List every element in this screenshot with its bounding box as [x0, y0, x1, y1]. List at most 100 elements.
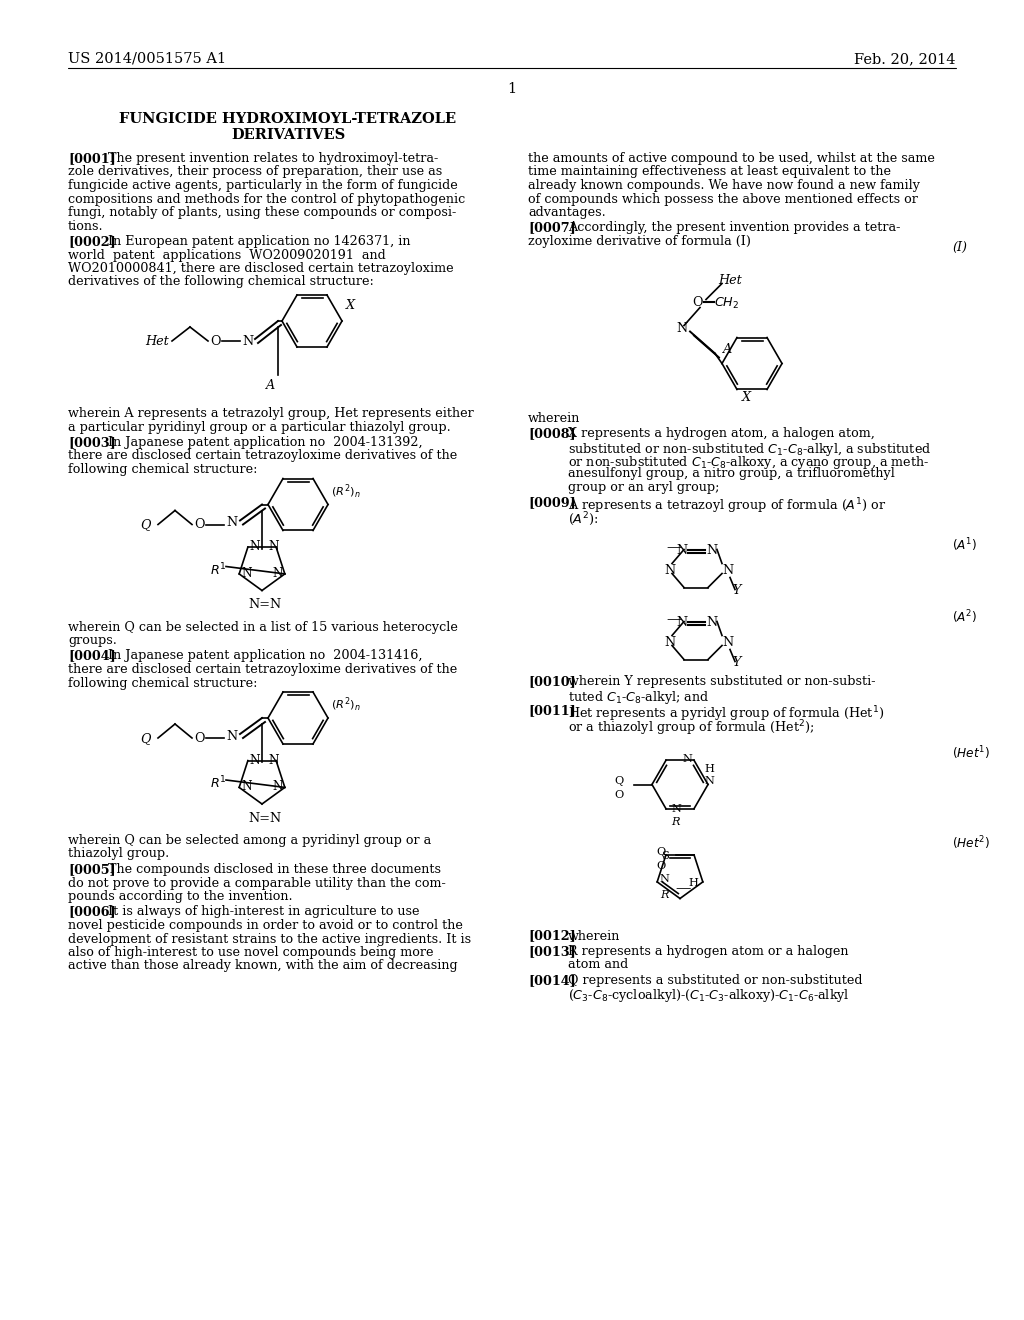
Text: active than those already known, with the aim of decreasing: active than those already known, with th… — [68, 960, 458, 973]
Text: O: O — [614, 791, 624, 800]
Text: In European patent application no 1426371, in: In European patent application no 142637… — [108, 235, 411, 248]
Text: [0003]: [0003] — [68, 436, 116, 449]
Text: X: X — [346, 300, 355, 312]
Text: [0008]: [0008] — [528, 426, 575, 440]
Text: time maintaining effectiveness at least equivalent to the: time maintaining effectiveness at least … — [528, 165, 891, 178]
Text: or a thiazolyl group of formula (Het$^2$);: or a thiazolyl group of formula (Het$^2$… — [568, 718, 814, 738]
Text: a particular pyridinyl group or a particular thiazolyl group.: a particular pyridinyl group or a partic… — [68, 421, 451, 433]
Text: $R^1$: $R^1$ — [210, 561, 226, 578]
Text: S: S — [662, 851, 670, 861]
Text: $CH_2$: $CH_2$ — [714, 296, 739, 310]
Text: $(Het^2)$: $(Het^2)$ — [952, 834, 990, 853]
Text: group or an aryl group;: group or an aryl group; — [568, 480, 720, 494]
Text: zole derivatives, their process of preparation, their use as: zole derivatives, their process of prepa… — [68, 165, 442, 178]
Text: there are disclosed certain tetrazoyloxime derivatives of the: there are disclosed certain tetrazoyloxi… — [68, 663, 458, 676]
Text: wherein Q can be selected in a list of 15 various heterocycle: wherein Q can be selected in a list of 1… — [68, 620, 458, 634]
Text: N: N — [242, 780, 252, 793]
Text: R: R — [660, 890, 669, 900]
Text: DERIVATIVES: DERIVATIVES — [230, 128, 345, 143]
Text: —: — — [666, 540, 681, 557]
Text: N: N — [722, 635, 733, 648]
Text: R represents a hydrogen atom or a halogen: R represents a hydrogen atom or a haloge… — [568, 945, 849, 958]
Text: $(A^2)$: $(A^2)$ — [952, 609, 977, 626]
Text: N: N — [664, 564, 675, 577]
Text: N: N — [659, 874, 669, 884]
Text: —: — — [675, 880, 690, 898]
Text: N: N — [250, 754, 260, 767]
Text: N: N — [272, 566, 284, 579]
Text: N: N — [268, 540, 279, 553]
Text: Q: Q — [614, 776, 624, 787]
Text: $(A^1)$: $(A^1)$ — [952, 536, 977, 554]
Text: world  patent  applications  WO2009020191  and: world patent applications WO2009020191 a… — [68, 248, 386, 261]
Text: N: N — [676, 544, 687, 557]
Text: there are disclosed certain tetrazoyloxime derivatives of the: there are disclosed certain tetrazoyloxi… — [68, 450, 458, 462]
Text: of compounds which possess the above mentioned effects or: of compounds which possess the above men… — [528, 193, 918, 206]
Text: do not prove to provide a comparable utility than the com-: do not prove to provide a comparable uti… — [68, 876, 445, 890]
Text: N: N — [706, 615, 717, 628]
Text: N: N — [706, 544, 717, 557]
Text: Het represents a pyridyl group of formula (Het$^1$): Het represents a pyridyl group of formul… — [568, 705, 885, 725]
Text: fungicide active agents, particularly in the form of fungicide: fungicide active agents, particularly in… — [68, 180, 458, 191]
Text: derivatives of the following chemical structure:: derivatives of the following chemical st… — [68, 276, 374, 289]
Text: groups.: groups. — [68, 634, 117, 647]
Text: atom and: atom and — [568, 958, 629, 972]
Text: N=N: N=N — [248, 598, 282, 611]
Text: wherein: wherein — [568, 929, 621, 942]
Text: zoyloxime derivative of formula (I): zoyloxime derivative of formula (I) — [528, 235, 751, 248]
Text: Q: Q — [140, 733, 151, 744]
Text: Het: Het — [145, 335, 169, 348]
Text: pounds according to the invention.: pounds according to the invention. — [68, 890, 293, 903]
Text: or non-substituted $C_1$-$C_8$-alkoxy, a cyano group, a meth-: or non-substituted $C_1$-$C_8$-alkoxy, a… — [568, 454, 930, 471]
Text: N: N — [226, 730, 238, 743]
Text: X: X — [742, 392, 752, 404]
Text: Het: Het — [718, 273, 741, 286]
Text: anesulfonyl group, a nitro group, a trifluoromethyl: anesulfonyl group, a nitro group, a trif… — [568, 467, 895, 480]
Text: Q: Q — [140, 519, 151, 532]
Text: substituted or non-substituted $C_1$-$C_8$-alkyl, a substituted: substituted or non-substituted $C_1$-$C_… — [568, 441, 931, 458]
Text: [0013]: [0013] — [528, 945, 575, 958]
Text: [0014]: [0014] — [528, 974, 575, 987]
Text: H: H — [689, 878, 698, 888]
Text: N: N — [682, 754, 692, 764]
Text: advantages.: advantages. — [528, 206, 606, 219]
Text: N: N — [676, 322, 687, 334]
Text: —: — — [666, 611, 681, 628]
Text: tions.: tions. — [68, 219, 103, 232]
Text: compositions and methods for the control of phytopathogenic: compositions and methods for the control… — [68, 193, 465, 206]
Text: Y: Y — [732, 656, 740, 668]
Text: following chemical structure:: following chemical structure: — [68, 676, 257, 689]
Text: Q represents a substituted or non-substituted: Q represents a substituted or non-substi… — [568, 974, 862, 987]
Text: A represents a tetrazoyl group of formula ($A^1$) or: A represents a tetrazoyl group of formul… — [568, 496, 887, 516]
Text: [0002]: [0002] — [68, 235, 116, 248]
Text: A: A — [266, 379, 275, 392]
Text: N: N — [671, 804, 681, 813]
Text: [0010]: [0010] — [528, 676, 575, 689]
Text: O: O — [656, 861, 666, 871]
Text: N: N — [242, 566, 252, 579]
Text: N: N — [664, 635, 675, 648]
Text: wherein Y represents substituted or non-substi-: wherein Y represents substituted or non-… — [568, 676, 876, 689]
Text: (I): (I) — [952, 242, 967, 253]
Text: N=N: N=N — [248, 812, 282, 825]
Text: [0004]: [0004] — [68, 649, 116, 663]
Text: 1: 1 — [508, 82, 516, 96]
Text: US 2014/0051575 A1: US 2014/0051575 A1 — [68, 51, 226, 66]
Text: N: N — [250, 540, 260, 553]
Text: Feb. 20, 2014: Feb. 20, 2014 — [854, 51, 956, 66]
Text: Y: Y — [732, 583, 740, 597]
Text: In Japanese patent application no  2004-131416,: In Japanese patent application no 2004-1… — [108, 649, 423, 663]
Text: $(R^2)_n$: $(R^2)_n$ — [331, 696, 360, 714]
Text: thiazolyl group.: thiazolyl group. — [68, 847, 169, 861]
Text: following chemical structure:: following chemical structure: — [68, 463, 257, 477]
Text: [0007]: [0007] — [528, 222, 575, 235]
Text: X represents a hydrogen atom, a halogen atom,: X represents a hydrogen atom, a halogen … — [568, 426, 874, 440]
Text: wherein Q can be selected among a pyridinyl group or a: wherein Q can be selected among a pyridi… — [68, 834, 431, 847]
Text: Accordingly, the present invention provides a tetra-: Accordingly, the present invention provi… — [568, 222, 900, 235]
Text: [0005]: [0005] — [68, 863, 116, 876]
Text: In Japanese patent application no  2004-131392,: In Japanese patent application no 2004-1… — [108, 436, 423, 449]
Text: [0009]: [0009] — [528, 496, 575, 510]
Text: $(Het^1)$: $(Het^1)$ — [952, 744, 990, 762]
Text: WO2010000841, there are disclosed certain tetrazoyloxime: WO2010000841, there are disclosed certai… — [68, 261, 454, 275]
Text: N: N — [226, 516, 238, 529]
